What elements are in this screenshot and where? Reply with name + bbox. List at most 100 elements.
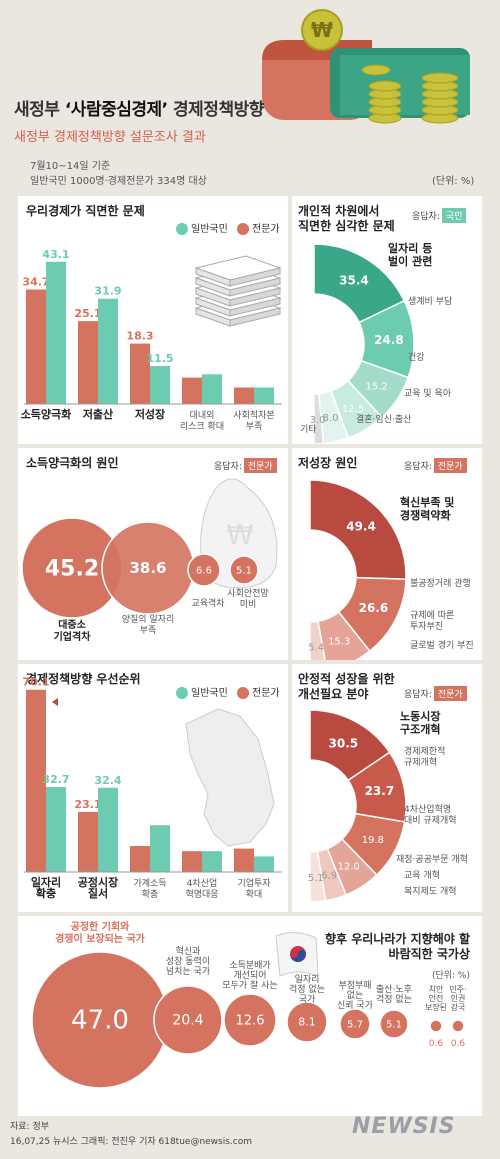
- slice-value: 8.0: [323, 413, 339, 424]
- bar-expert-1: [78, 811, 98, 872]
- page-subtitle: 새정부 경제정책방향 설문조사 결과: [14, 130, 206, 145]
- slice-value: 3.0: [310, 415, 326, 426]
- bubble-value: 20.4: [172, 1013, 203, 1029]
- respondent: 응답자: 국민: [412, 208, 467, 223]
- legend-expert-swatch: [237, 223, 249, 235]
- newsis-logo: NEWSIS: [352, 1114, 456, 1139]
- slice-label: 기타: [300, 424, 317, 435]
- bar-value-label: 23.1: [74, 798, 101, 811]
- panel-economy-problems: 우리경제가 직면한 문제 일반국민 전문가 34.7 43.1 소득양극화 25.1 3…: [18, 196, 288, 444]
- slice-value: 15.2: [365, 381, 387, 392]
- panel-policy-priority: 경제정책방향 우선순위 일반국민 전문가 70.1 32.7 일자리 확충 23.1 32…: [18, 664, 288, 912]
- donut-slice-0: [309, 479, 407, 581]
- bar-value-label: 18.3: [126, 330, 153, 343]
- source: 자료: 정부: [10, 1122, 50, 1132]
- bubble-3: [286, 1001, 328, 1043]
- bar-expert-4: [234, 387, 254, 404]
- bar-expert-4: [234, 848, 254, 872]
- slice-label: 결혼·임신·출산: [356, 413, 411, 425]
- won-coin-icon: [301, 9, 343, 51]
- category-label: 4차산업 혁명대응: [185, 877, 218, 900]
- panel-personal-problems: 개인적 차원에서 직면한 심각한 문제 응답자: 국민 35.4 24.8 15.2 1…: [292, 196, 482, 444]
- slice-value: 5.4: [308, 643, 324, 654]
- slice-label: 불공정거래 관행: [410, 577, 471, 589]
- bar-value-label: 34.7: [22, 275, 49, 288]
- respondent: 응답자: 전문가: [404, 686, 467, 701]
- slice-value: 24.8: [374, 333, 404, 347]
- category-label: 기업투자 확대: [237, 878, 271, 900]
- bar-value-label: 25.1: [74, 307, 101, 320]
- bubble-future-nation: 47.0 20.4 12.6 8.1 5.7 5.1 0.6 0.6 공정한 기회와 경쟁이 보장…: [31, 920, 467, 1089]
- bubble-label: 교육격차: [191, 597, 225, 609]
- chart-title: 소득양극화의 원인: [26, 456, 119, 470]
- category-label: 공정시장 질서: [78, 875, 118, 900]
- won-symbol: ₩: [226, 518, 254, 551]
- bar-expert-3: [182, 377, 202, 404]
- chart-title: 개인적 차원에서 직면한 심각한 문제: [298, 204, 395, 233]
- bubble-label: 출산·노후 걱정 없는: [376, 984, 412, 1005]
- bubble-label: 치안 안전 보장된: [425, 984, 447, 1012]
- category-label: 일자리 확충: [31, 875, 61, 900]
- bubble-label: 대중소 기업격차: [54, 618, 92, 643]
- bar-public-2: [150, 825, 170, 872]
- svg-text:₩: ₩: [311, 18, 333, 42]
- donut-slice-3: [309, 620, 326, 660]
- slice-value: 6.9: [321, 870, 337, 881]
- panel-polarization-causes: 소득양극화의 원인 응답자: 전문가 ₩45.2 38.6 6.6 5.1 대중소 기업격차…: [18, 448, 288, 660]
- bubble-7: [451, 1019, 465, 1033]
- bar-public-1: [98, 298, 118, 404]
- bar-chart-policy-priority: 70.1 32.7 일자리 확충 23.1 32.4 공정시장 질서 가계소득 확충 4차산업 혁명대…: [22, 676, 282, 900]
- bar-value-label: 32.4: [94, 774, 121, 787]
- bar-public-0: [46, 261, 66, 404]
- bar-public-4: [254, 856, 274, 872]
- slice-value: 35.4: [339, 274, 369, 288]
- category-label: 저성장: [135, 407, 165, 421]
- bubble-label: 양질의 일자리 부족: [122, 613, 175, 636]
- slice-value: 12.5: [342, 404, 364, 415]
- bar-expert-1: [78, 321, 98, 404]
- bar-value-label: 70.1: [22, 676, 49, 689]
- bar-public-0: [46, 786, 66, 872]
- money-bag-icon: [200, 478, 278, 589]
- slice-value: 26.6: [359, 601, 389, 615]
- bubble-value: 45.2: [45, 556, 99, 581]
- bubble-value: 5.1: [386, 1019, 402, 1030]
- slice-label: 혁신부족 및 경쟁력약화: [400, 495, 454, 522]
- bubble-value: 5.1: [236, 565, 252, 576]
- slice-value: 23.7: [365, 784, 395, 798]
- bubble-label: 사회안전망 미비: [227, 588, 268, 610]
- bubble-value: 47.0: [71, 1006, 129, 1036]
- slice-label: 생계비 부담: [408, 295, 452, 307]
- slice-value: 49.4: [346, 520, 376, 534]
- bubble-value: 12.6: [236, 1013, 265, 1028]
- slice-label: 노동시장 구조개혁: [400, 709, 440, 736]
- respondent: 응답자: 전문가: [214, 458, 277, 473]
- chart-title: 안정적 성장을 위한 개선필요 분야: [298, 672, 395, 701]
- chart-title: 경제정책방향 우선순위: [26, 672, 141, 686]
- bubble-3: [229, 555, 259, 585]
- survey-sample: 일반국민 1000명·경제전문가 334명 대상: [30, 176, 207, 187]
- slice-label: 일자리 등 벌이 관련: [388, 241, 432, 268]
- bubble-value: 8.1: [298, 1016, 316, 1029]
- page-title: 새정부 ‘사람중심경제’ 경제정책방향: [14, 100, 264, 120]
- slice-value: 19.8: [362, 835, 384, 846]
- bubble-value: 5.7: [347, 1019, 363, 1030]
- category-label: 소득양극화: [21, 407, 72, 421]
- legend: 일반국민 전문가: [176, 220, 280, 235]
- unit-label: (단위: %): [431, 971, 470, 981]
- bubble-value: 6.6: [196, 565, 212, 576]
- bar-expert-2: [130, 343, 150, 404]
- header-illustration: ₩: [262, 9, 470, 124]
- bubble-5: [379, 1009, 409, 1039]
- bubble-1: [153, 985, 223, 1055]
- bar-expert-0: [26, 289, 46, 404]
- slice-value: 15.3: [328, 637, 350, 648]
- panel-low-growth: 저성장 원인 응답자: 전문가 49.4 26.6 15.3 5.4 혁신부족 및 경쟁력약…: [292, 448, 482, 660]
- bubble-4: [339, 1008, 371, 1040]
- bubble-label: 소득분배가 개선되어 모두가 잘 사는: [222, 960, 277, 991]
- bar-public-1: [98, 787, 118, 872]
- bar-value-label: 32.7: [42, 773, 69, 786]
